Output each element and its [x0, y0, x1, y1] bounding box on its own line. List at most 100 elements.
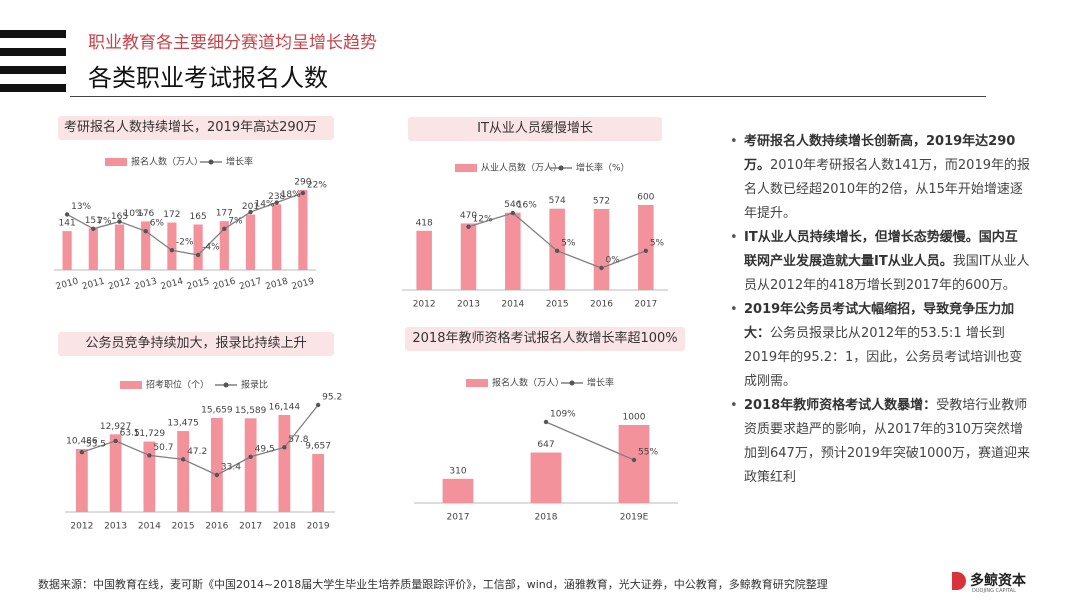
bar	[638, 205, 654, 290]
data-label: 0%	[606, 256, 621, 266]
point	[274, 200, 279, 205]
legend-swatch	[466, 379, 488, 387]
data-label: 165	[111, 212, 128, 222]
data-label: 470	[460, 211, 477, 221]
data-label: 9,657	[305, 441, 331, 451]
point	[466, 224, 471, 229]
data-label: 141	[59, 219, 76, 229]
bullets: 考研报名人数持续增长创新高，2019年达290万。2010年考研报名人数141万…	[730, 130, 1030, 490]
data-label: 600	[637, 193, 654, 203]
bar	[177, 431, 190, 512]
charts: 2010 2011 2012 2013 2014 2015 2016 2017 2018 2019…	[54, 156, 678, 532]
data-label: 12,927	[100, 422, 132, 432]
data-label: 10%	[124, 209, 144, 219]
stripe	[0, 84, 66, 92]
x-tick-label: 2012	[107, 277, 132, 293]
chart-title: 公务员竞争持续加大，报录比持续上升	[58, 332, 334, 356]
point	[222, 226, 227, 231]
bar	[416, 230, 432, 290]
bar	[141, 221, 151, 270]
data-label: 1000	[623, 413, 646, 423]
line	[81, 404, 319, 476]
data-label: 310	[449, 466, 466, 476]
data-label: 12%	[473, 214, 493, 224]
bullet-bold: IT从业人员持续增长，但增长态势缓慢。国内互联网产业发展造就大量IT从业人员。	[744, 230, 1018, 269]
legend-label: 增长率	[226, 156, 253, 168]
point	[248, 209, 253, 215]
data-label: 63.5	[120, 428, 140, 438]
point	[282, 445, 287, 450]
x-tick-label: 2019	[291, 277, 316, 293]
point	[599, 265, 604, 271]
data-label: 6%	[150, 219, 165, 229]
x-tick-label: 2013	[457, 300, 480, 310]
bar	[167, 222, 177, 270]
data-label: 50.7	[153, 443, 173, 453]
data-label: 47.2	[187, 447, 207, 457]
data-label: 109%	[550, 410, 576, 420]
point	[300, 190, 306, 196]
legend-label: 增长率	[587, 377, 614, 389]
x-tick-label: 2017	[634, 300, 657, 310]
legend-swatch	[208, 159, 214, 165]
point	[113, 438, 118, 444]
point	[180, 457, 186, 462]
bullet-bold: 2019年公务员考试大幅缩招，导致竞争压力加大：	[744, 302, 1015, 341]
data-label: 418	[416, 218, 433, 228]
legend-swatch	[105, 158, 127, 166]
data-label: 53.5	[86, 440, 106, 450]
bar	[460, 223, 477, 290]
legend-swatch	[558, 165, 564, 171]
bar	[114, 224, 125, 270]
rule	[70, 96, 986, 97]
x-tick-label: 2019	[307, 522, 330, 532]
bar	[210, 417, 223, 512]
x-tick-label: 2014	[501, 300, 524, 310]
x-tick-label: 2016	[590, 300, 613, 310]
point	[143, 228, 148, 234]
data-label: 10,486	[66, 436, 98, 446]
x-tick-label: 2018	[273, 522, 296, 532]
point	[214, 472, 220, 478]
bar	[88, 228, 98, 270]
bar	[143, 441, 156, 512]
x-tick-label: 2015	[186, 277, 211, 293]
bar	[618, 425, 650, 503]
point	[64, 212, 70, 217]
logo: 多鲸资本	[970, 573, 1026, 589]
chart-title: IT从业人员缓慢增长	[408, 117, 662, 141]
bullet-text: 公务员报录比从2012年的53.5:1 增长到2019年的95.2：1，因此，公…	[744, 326, 1023, 389]
bar	[298, 190, 308, 270]
point	[631, 457, 637, 463]
point	[554, 248, 560, 254]
bar	[278, 415, 291, 512]
bullet: IT从业人员持续增长，但增长态势缓慢。国内互联网产业发展造就大量IT从业人员。我…	[730, 226, 1030, 298]
data-label: 33.4	[221, 463, 241, 473]
data-label: 151	[85, 216, 102, 226]
bar	[442, 478, 474, 503]
legend-swatch	[455, 164, 477, 172]
x-tick-label: 2017	[238, 277, 263, 293]
chart-title: 考研报名人数持续增长，2019年高达290万	[58, 116, 334, 140]
point	[248, 454, 253, 459]
data-label: 13,475	[167, 419, 199, 429]
point	[79, 450, 85, 455]
x-tick-label: 2013	[133, 277, 158, 293]
bar	[62, 231, 72, 270]
data-label: 55%	[638, 448, 658, 458]
legend-swatch	[223, 382, 229, 388]
point	[169, 248, 175, 253]
line	[66, 192, 304, 256]
subtitle: 职业教育各主要细分赛道均呈增长趋势	[88, 33, 377, 53]
data-label: 7%	[228, 216, 243, 226]
point	[195, 252, 201, 258]
point	[510, 210, 516, 216]
bar	[593, 208, 610, 290]
data-label: 290	[294, 178, 311, 188]
logo-en: DUOJING CAPITAL	[972, 588, 1016, 594]
data-label: 15,659	[201, 405, 233, 415]
data-label: 201	[242, 202, 259, 212]
x-tick-label: 2014	[160, 277, 185, 293]
stripe	[0, 48, 66, 56]
data-label: 11,729	[134, 429, 166, 439]
